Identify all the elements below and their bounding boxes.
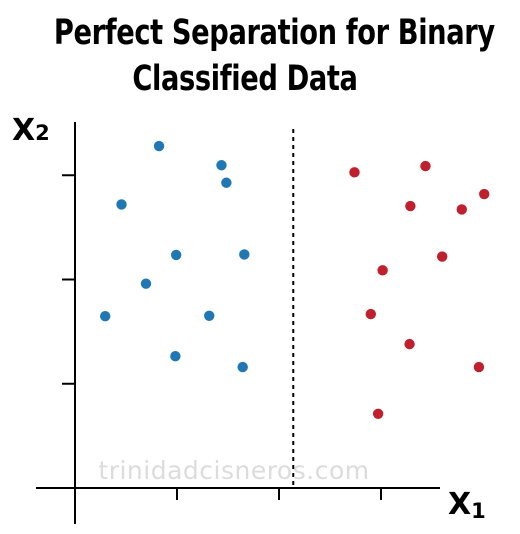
x-axis-label: X1 xyxy=(448,487,486,523)
blue-data-point xyxy=(100,311,110,321)
x-axis-label-main: X xyxy=(448,487,471,522)
y-axis-label-subscript: 2 xyxy=(35,121,50,145)
blue-data-point xyxy=(204,311,214,321)
red-data-point xyxy=(404,339,414,349)
blue-data-point xyxy=(216,160,226,170)
blue-data-point xyxy=(221,178,231,188)
red-data-point xyxy=(377,265,387,275)
blue-data-point xyxy=(171,250,181,260)
blue-data-point xyxy=(170,351,180,361)
blue-data-point xyxy=(141,278,151,288)
red-data-point xyxy=(349,167,359,177)
blue-data-point xyxy=(239,249,249,259)
red-data-point xyxy=(420,161,430,171)
blue-data-point xyxy=(116,199,126,209)
blue-data-point xyxy=(154,141,164,151)
red-data-point xyxy=(479,189,489,199)
red-data-point xyxy=(437,251,447,261)
red-data-point xyxy=(366,309,376,319)
red-data-point xyxy=(405,201,415,211)
red-data-point xyxy=(373,409,383,419)
red-data-point xyxy=(457,204,467,214)
y-axis-label-main: X xyxy=(12,113,35,148)
y-axis-label: X2 xyxy=(12,113,50,148)
red-data-point xyxy=(474,362,484,372)
x-axis-label-subscript: 1 xyxy=(471,499,486,523)
watermark: trinidadcisneros.com xyxy=(98,456,369,485)
data-points xyxy=(100,141,489,419)
blue-data-point xyxy=(237,362,247,372)
